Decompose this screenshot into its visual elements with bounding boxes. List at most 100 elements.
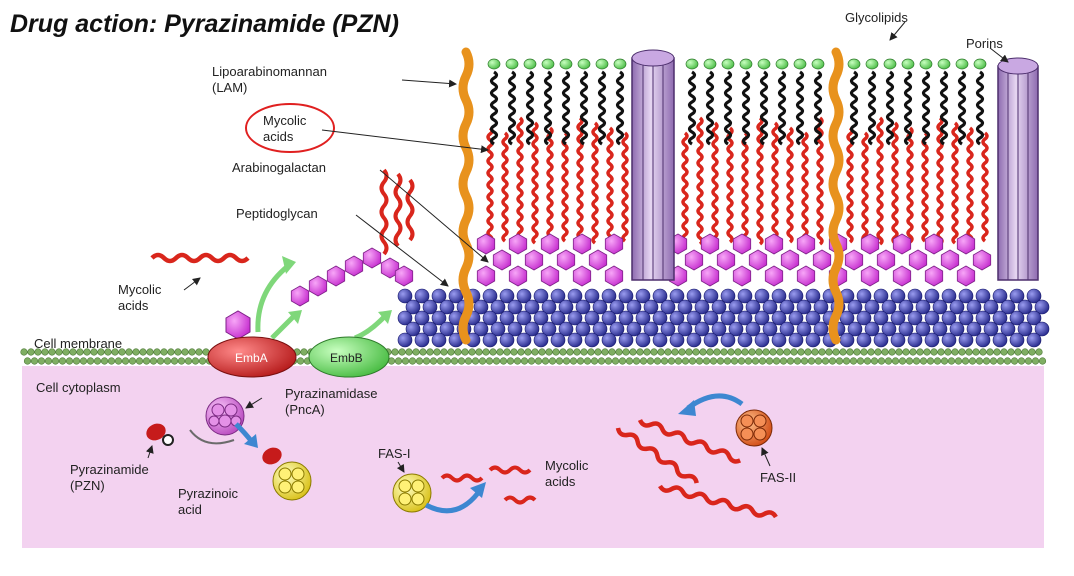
arabinogalactan-unit	[540, 265, 560, 287]
membrane-lipid	[891, 357, 900, 365]
membrane-lipid	[674, 357, 683, 365]
peptidoglycan-unit	[473, 321, 489, 337]
mycolic-acid-chain	[501, 131, 509, 243]
label-pyrazinamidase: Pyrazinamidase	[285, 386, 378, 401]
membrane-lipid	[520, 357, 529, 365]
arabinogalactan-unit	[604, 265, 624, 287]
label-mycolic-acids-2: acids	[263, 129, 294, 144]
membrane-lipid	[55, 348, 63, 356]
leader-line	[355, 214, 449, 287]
membrane-lipid	[587, 348, 595, 356]
peptidoglycan-unit	[771, 310, 787, 326]
membrane-lipid	[156, 357, 165, 365]
mycolic-acid-chain	[957, 70, 967, 146]
peptidoglycan-unit	[439, 321, 455, 337]
peptidoglycan-unit	[915, 321, 931, 337]
membrane-lipid	[975, 357, 984, 365]
mycolic-acid-chain	[981, 131, 989, 243]
peptidoglycan-unit	[779, 299, 795, 315]
peptidoglycan-unit	[533, 310, 549, 326]
membrane-lipid	[828, 357, 837, 365]
membrane-lipid	[163, 357, 172, 365]
membrane-lipid	[713, 348, 721, 356]
peptidoglycan-unit	[541, 321, 557, 337]
membrane-lipid	[573, 348, 581, 356]
membrane-lipid	[125, 348, 133, 356]
peptidoglycan-unit	[949, 321, 965, 337]
membrane-lipid	[121, 357, 130, 365]
membrane-lipid	[548, 357, 557, 365]
mycolic-acid-chain	[440, 473, 484, 483]
arabinogalactan-unit	[326, 265, 346, 287]
membrane-lipid	[545, 348, 553, 356]
peptidoglycan-unit	[1017, 299, 1033, 315]
mycolic-acid-chain	[150, 252, 250, 264]
membrane-lipid	[695, 357, 704, 365]
membrane-lipid	[1035, 348, 1043, 356]
membrane-lipid	[636, 348, 644, 356]
membrane-lipid	[807, 357, 816, 365]
mycolic-acid-chain	[867, 70, 877, 146]
arabinogalactan-unit	[844, 249, 864, 271]
peptidoglycan-unit	[1034, 321, 1050, 337]
peptidoglycan-unit	[439, 299, 455, 315]
peptidoglycan-unit	[864, 299, 880, 315]
membrane-lipid	[590, 357, 599, 365]
peptidoglycan-unit	[873, 332, 889, 348]
membrane-lipid	[128, 357, 137, 365]
membrane-lipid	[104, 348, 112, 356]
peptidoglycan-unit	[652, 310, 668, 326]
membrane-lipid	[167, 348, 175, 356]
peptidoglycan-unit	[635, 288, 651, 304]
peptidoglycan-unit	[490, 321, 506, 337]
membrane-lipid	[601, 348, 609, 356]
arabinogalactan-unit	[924, 265, 944, 287]
membrane-lipid	[622, 348, 630, 356]
membrane-lipid	[776, 348, 784, 356]
membrane-lipid	[881, 348, 889, 356]
membrane-lipid	[475, 348, 483, 356]
membrane-lipid	[538, 348, 546, 356]
mycolic-acid-chain	[488, 465, 532, 475]
mycolic-acid-chain	[723, 70, 733, 146]
peptidoglycan-unit	[567, 288, 583, 304]
membrane-lipid	[650, 348, 658, 356]
membrane-lipid	[933, 357, 942, 365]
peptidoglycan-unit	[975, 288, 991, 304]
mycolic-acid-chain	[606, 126, 614, 244]
membrane-lipid	[510, 348, 518, 356]
membrane-lipid	[555, 357, 564, 365]
membrane-lipid	[415, 357, 424, 365]
membrane-lipid	[412, 348, 420, 356]
membrane-lipid	[678, 348, 686, 356]
membrane-lipid	[748, 348, 756, 356]
membrane-lipid	[454, 348, 462, 356]
label-pzn: (PZN)	[70, 478, 105, 493]
membrane-lipid	[461, 348, 469, 356]
membrane-lipid	[422, 357, 431, 365]
membrane-lipid	[492, 357, 501, 365]
mycolic-acid-chain	[393, 172, 403, 248]
arabinogalactan-unit	[764, 233, 784, 255]
peptidoglycan-unit	[431, 332, 447, 348]
arabinogalactan-unit	[308, 275, 328, 297]
label-porins: Porins	[966, 36, 1003, 51]
glycolipid-head	[523, 58, 537, 70]
glycolipid-head	[973, 58, 987, 70]
membrane-lipid	[898, 357, 907, 365]
peptidoglycan-unit	[473, 299, 489, 315]
membrane-lipid	[188, 348, 196, 356]
arabinogalactan-unit	[796, 265, 816, 287]
mycolic-acid-chain	[379, 168, 389, 256]
peptidoglycan-unit	[482, 288, 498, 304]
peptidoglycan-unit	[609, 321, 625, 337]
membrane-lipid	[499, 357, 508, 365]
peptidoglycan-unit	[788, 310, 804, 326]
peptidoglycan-unit	[499, 332, 515, 348]
glycolipid-head	[775, 58, 789, 70]
peptidoglycan-unit	[898, 321, 914, 337]
membrane-lipid	[569, 357, 578, 365]
membrane-lipid	[566, 348, 574, 356]
pyrazinoic-acid-head	[262, 447, 282, 465]
peptidoglycan-unit	[1034, 299, 1050, 315]
